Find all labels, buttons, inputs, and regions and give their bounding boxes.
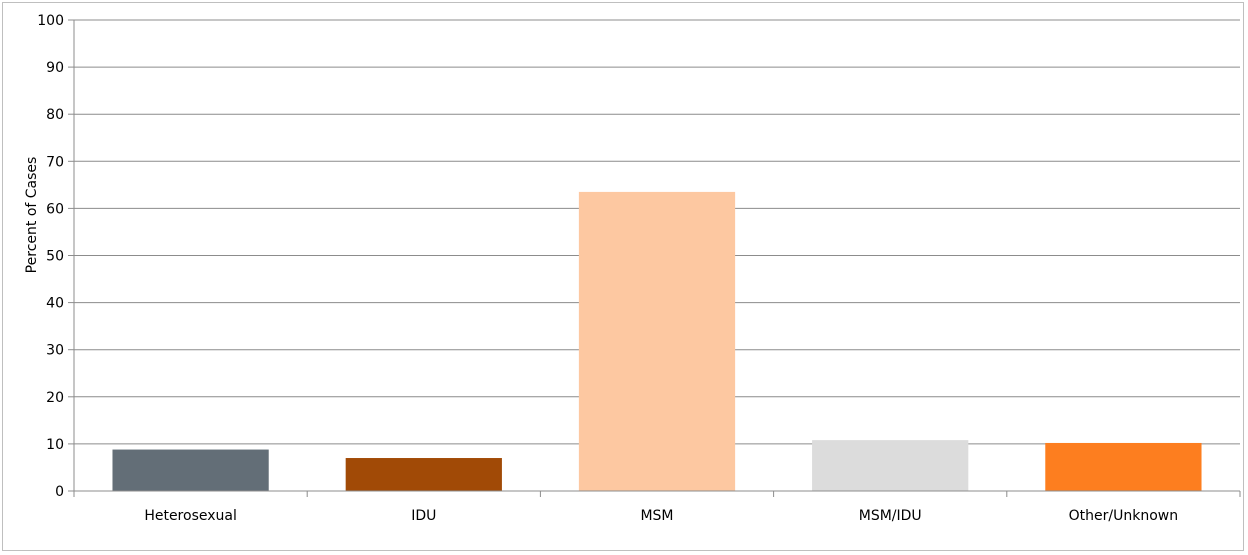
x-tick-label: MSM [640,508,673,524]
y-tick-labels: 0 10 20 30 40 50 60 70 80 90 100 [37,13,64,500]
y-tick-label: 20 [46,390,64,406]
bar-msm-idu [812,440,969,491]
y-tick-label: 70 [46,154,64,170]
x-tick-label: Other/Unknown [1069,508,1178,524]
y-tick-label: 100 [37,13,64,29]
y-axis-title: Percent of Cases [24,157,40,274]
y-tick-label: 0 [55,484,64,500]
y-tick-label: 50 [46,249,64,265]
x-tick-label: Heterosexual [144,508,237,524]
y-tick-label: 30 [46,343,64,359]
x-tick-labels: Heterosexual IDU MSM MSM/IDU Other/Unknown [144,508,1178,524]
axes [68,19,1241,497]
y-tick-label: 80 [46,107,64,123]
x-tick-label: IDU [411,508,436,524]
bar-idu [345,458,502,491]
bar-msm [578,191,736,492]
y-tick-label: 40 [46,296,64,312]
y-tick-label: 90 [46,60,64,76]
x-tick-label: MSM/IDU [859,508,922,524]
y-tick-label: 60 [46,201,64,217]
bars [112,191,1202,492]
bar-heterosexual [112,449,269,491]
y-tick-label: 10 [46,437,64,453]
bar-other-unknown [1045,442,1202,491]
